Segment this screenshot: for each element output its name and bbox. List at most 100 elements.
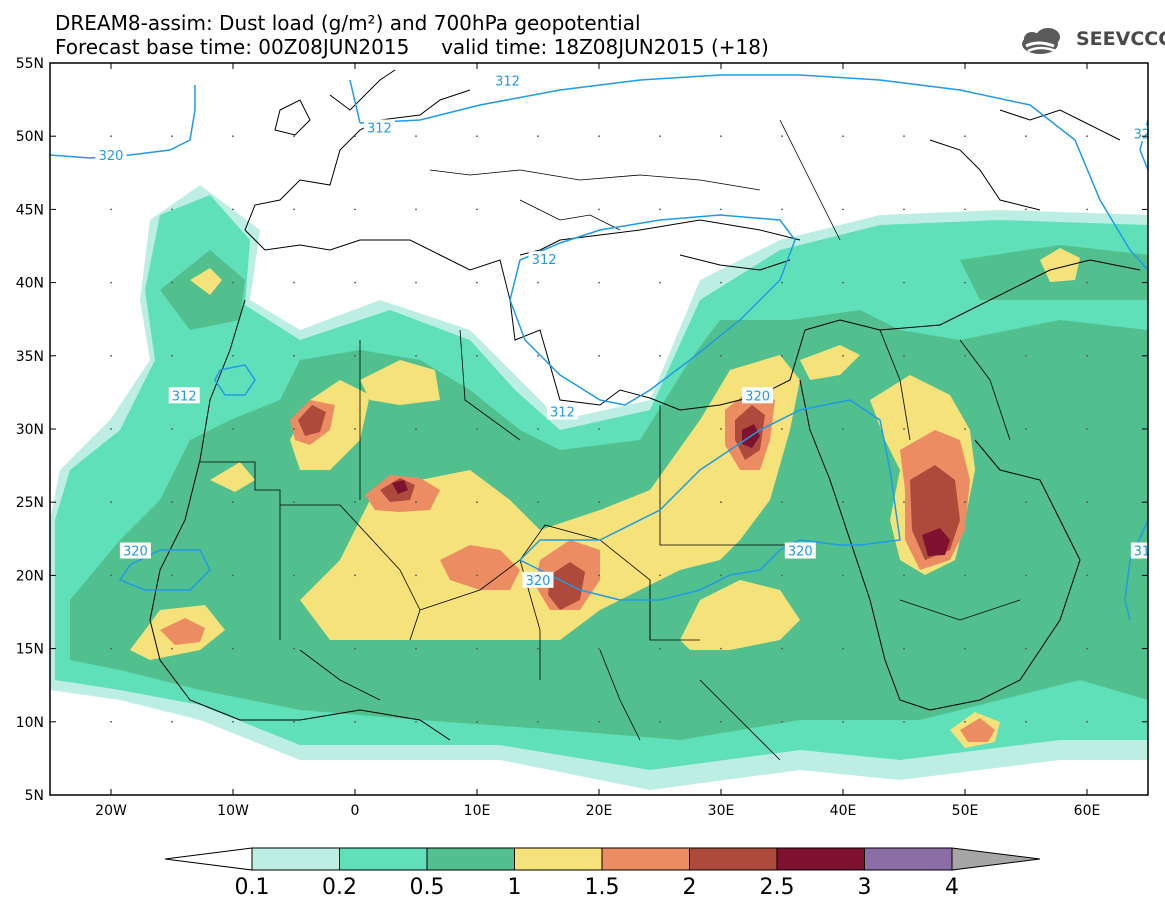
grid-dot	[415, 574, 417, 577]
grid-dot	[293, 135, 295, 138]
grid-dot	[842, 501, 844, 504]
grid-dot	[903, 281, 905, 284]
grid-dot	[110, 354, 112, 357]
grid-dot	[171, 647, 173, 650]
grid-dot	[476, 501, 478, 504]
colorbar-swatch	[514, 847, 603, 871]
grid-dot	[232, 428, 234, 430]
grid-dot	[781, 354, 783, 357]
grid-dot	[110, 574, 112, 577]
contour-label-bg	[522, 571, 554, 588]
coastlines	[149, 69, 1141, 741]
grid-dot	[598, 574, 600, 577]
grid-dot	[476, 428, 478, 430]
colorbar: 0.1 0.2 0.5 1 1.5 2 2.5 3 4	[164, 847, 1041, 900]
grid-dot	[1025, 281, 1027, 284]
lat-label: 55N	[16, 56, 44, 72]
lat-label: 50N	[16, 129, 44, 145]
lon-label: 10W	[217, 803, 249, 819]
contour-label: 320	[745, 389, 770, 404]
grid-dot	[476, 720, 478, 723]
lat-label: 35N	[16, 349, 44, 365]
grid-dot	[964, 208, 966, 211]
grid-dot	[537, 354, 539, 357]
grid-dot	[964, 574, 966, 577]
grid-dot	[110, 208, 112, 211]
grid-dot	[354, 135, 356, 138]
contour-label-bg	[742, 387, 774, 404]
forecast-time-subtitle: Forecast base time: 00Z08JUN2015 valid t…	[55, 35, 769, 59]
grid-dot	[354, 208, 356, 211]
grid-dot	[354, 574, 356, 577]
colorbar-swatch	[689, 847, 778, 871]
grid-dot	[171, 354, 173, 357]
grid-dot	[1086, 281, 1088, 284]
colorbar-swatch	[339, 847, 428, 871]
grid-dot	[476, 647, 478, 650]
grid-dot	[598, 428, 600, 430]
grid-dot	[1025, 208, 1027, 211]
contour-label: 312	[550, 405, 575, 420]
grid-dot	[110, 720, 112, 723]
grid-dot	[903, 501, 905, 504]
grid-dot	[964, 428, 966, 430]
grid-dot	[1025, 135, 1027, 138]
grid-dot	[1086, 354, 1088, 357]
grid-dot	[842, 428, 844, 430]
grid-dot	[293, 354, 295, 357]
grid-dot	[354, 647, 356, 650]
grid-dot	[720, 354, 722, 357]
grid-dot	[903, 720, 905, 723]
grid-dot	[659, 281, 661, 284]
grid-dot	[476, 135, 478, 138]
grid-dot	[720, 647, 722, 650]
lat-label: 30N	[16, 422, 44, 438]
logo-text: SEEVCCC	[1076, 28, 1165, 50]
grid-dot	[354, 354, 356, 357]
grid-dot	[659, 135, 661, 138]
grid-dot	[1025, 647, 1027, 650]
grid-dot	[537, 135, 539, 138]
grid-dot	[781, 428, 783, 430]
contour-label: 320	[526, 574, 551, 589]
grid-dot	[476, 574, 478, 577]
colorbar-swatch	[601, 847, 690, 871]
grid-dot	[720, 501, 722, 504]
grid-dot	[293, 574, 295, 577]
colorbar-label: 2.5	[760, 875, 795, 900]
colorbar-label: 4	[945, 875, 959, 900]
grid-dot	[781, 135, 783, 138]
grid-dot	[354, 281, 356, 284]
grid-dot	[537, 647, 539, 650]
grid-dot	[1086, 574, 1088, 577]
grid-dot	[476, 208, 478, 211]
grid-dot	[842, 574, 844, 577]
contour-label: 320	[123, 545, 148, 560]
lon-label: 50E	[952, 803, 979, 819]
grid-dot	[1025, 354, 1027, 357]
grid-dot	[598, 647, 600, 650]
grid-dot	[293, 647, 295, 650]
grid-dot	[903, 208, 905, 211]
grid-dot	[781, 574, 783, 577]
grid-dot	[171, 574, 173, 577]
contour-label: 320	[99, 149, 124, 164]
contour-label-bg	[168, 387, 200, 404]
grid-dot	[537, 208, 539, 211]
grid-dot	[232, 208, 234, 211]
grid-dot	[781, 501, 783, 504]
grid-dot	[781, 647, 783, 650]
contour-label-bg	[492, 72, 523, 89]
geopotential-contours	[50, 74, 1148, 621]
grid-dot	[354, 720, 356, 723]
grid-dot	[171, 281, 173, 284]
lon-label: 10E	[464, 803, 491, 819]
contour-label-bg	[95, 147, 127, 164]
grid-dot	[232, 281, 234, 284]
grid-dot	[1086, 208, 1088, 211]
grid-dot	[720, 208, 722, 211]
grid-dot	[720, 428, 722, 430]
lat-label: 20N	[16, 568, 44, 584]
grid-dot	[415, 135, 417, 138]
grid-dot	[903, 428, 905, 430]
